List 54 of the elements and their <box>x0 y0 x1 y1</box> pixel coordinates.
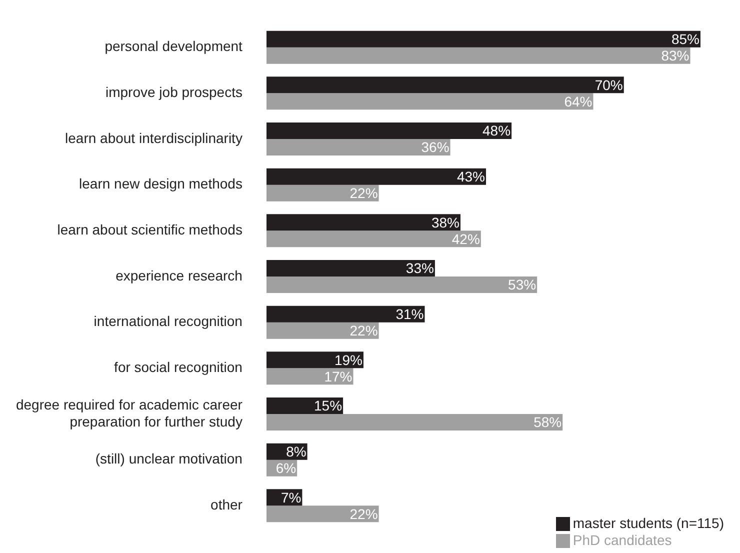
bar <box>266 414 563 431</box>
bar <box>266 398 344 414</box>
data-label: 6% <box>276 460 296 476</box>
bar <box>266 184 379 202</box>
data-label: 8% <box>286 443 306 460</box>
data-label: 85% <box>671 30 700 47</box>
data-label: 83% <box>661 47 690 64</box>
y-tick-label: (still) unclear motivation <box>95 450 242 467</box>
data-label: 17% <box>324 368 352 384</box>
data-label: 19% <box>334 352 362 368</box>
bar <box>266 352 364 368</box>
data-label: 31% <box>396 306 424 322</box>
data-label: 64% <box>564 93 592 110</box>
y-tick-label: improve job prospects <box>106 84 242 100</box>
bar <box>266 138 450 156</box>
data-label: 70% <box>594 76 623 93</box>
y-tick-label: personal development <box>104 38 243 54</box>
bar <box>266 30 700 48</box>
bar <box>266 260 435 276</box>
legend-label: master students (n=115) <box>572 515 724 532</box>
bar <box>266 276 538 293</box>
y-tick-label: learn new design methods <box>79 176 242 192</box>
data-label: 42% <box>452 230 480 247</box>
data-label: 43% <box>456 168 486 184</box>
data-label: 22% <box>350 322 378 338</box>
bar <box>266 368 354 385</box>
bar <box>266 506 379 522</box>
bar <box>266 93 594 110</box>
y-tick-label: other <box>210 496 243 513</box>
data-label: 7% <box>280 489 302 506</box>
data-label: 48% <box>482 122 511 139</box>
bar <box>266 76 624 94</box>
data-label: 38% <box>431 214 460 230</box>
y-tick-label: international recognition <box>94 313 242 330</box>
bar <box>266 306 425 322</box>
bar <box>266 168 486 185</box>
y-tick-label: learn about interdisciplinarity <box>65 130 242 146</box>
data-label: 58% <box>534 414 562 430</box>
bar <box>266 122 512 139</box>
y-tick-label: learn about scientific methods <box>57 222 242 238</box>
bar <box>266 214 460 231</box>
y-tick-label: experience research <box>116 267 242 284</box>
y-tick-label: for social recognition <box>114 359 242 376</box>
bar <box>266 47 690 64</box>
data-label: 15% <box>314 398 342 414</box>
data-label: 33% <box>406 260 434 276</box>
data-label: 53% <box>508 276 536 293</box>
data-label: 36% <box>421 139 450 156</box>
data-label: 22% <box>350 506 378 522</box>
data-label: 22% <box>350 184 378 201</box>
bar <box>266 230 481 248</box>
y-tick-label: degree required for academic career preparation for further study <box>16 396 243 430</box>
legend-label: PhD candidates <box>572 532 672 549</box>
bar <box>266 322 379 339</box>
